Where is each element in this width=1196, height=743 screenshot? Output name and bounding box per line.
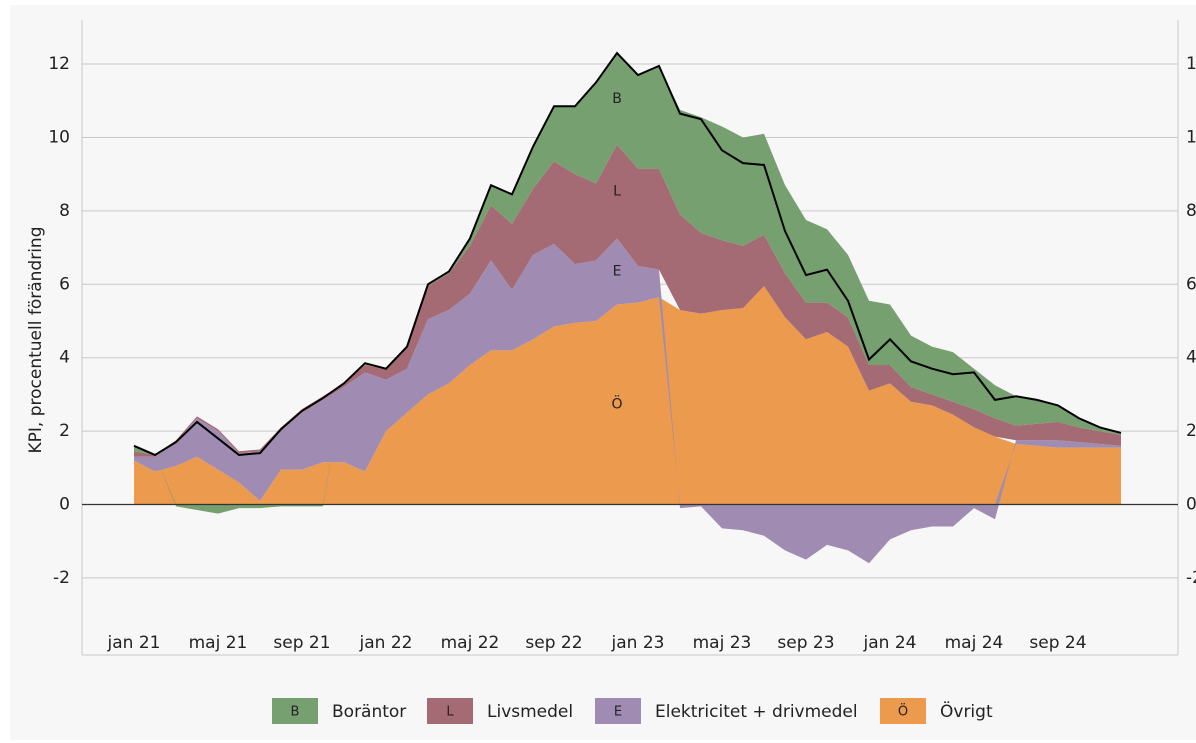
area (134, 238, 1121, 564)
y-tick-label: -2 (53, 568, 70, 588)
legend-key: L (446, 705, 454, 720)
y-tick-label-right: 4 (1186, 348, 1196, 368)
area-label: L (613, 184, 621, 200)
y-tick-label-right: 8 (1186, 201, 1196, 221)
x-tick-label: sep 24 (1029, 633, 1086, 653)
area-label: B (612, 91, 622, 107)
area-label: E (613, 263, 622, 279)
x-tick-label: maj 24 (945, 633, 1004, 653)
legend-label: Boräntor (332, 702, 406, 722)
y-tick-label: 6 (59, 274, 70, 294)
legend-key: B (291, 705, 300, 720)
y-tick-label: 4 (59, 348, 70, 368)
legend-label: Livsmedel (487, 702, 573, 722)
y-tick-label-right: 6 (1186, 274, 1196, 294)
x-tick-label: jan 23 (611, 633, 665, 653)
legend-key: E (614, 705, 622, 720)
x-tick-label: jan 24 (863, 633, 917, 653)
x-tick-label: jan 21 (107, 633, 161, 653)
legend-swatch (427, 698, 473, 724)
y-tick-label-right: 12 (1186, 54, 1196, 74)
y-tick-label: 8 (59, 201, 70, 221)
y-axis-label: KPI, procentuell förändring (26, 227, 46, 454)
y-tick-label-right: -2 (1186, 568, 1196, 588)
y-tick-label: 2 (59, 421, 70, 441)
legend-key: Ö (898, 703, 908, 720)
x-tick-label: sep 22 (525, 633, 582, 653)
x-tick-label: maj 22 (441, 633, 500, 653)
line (133, 51, 1122, 457)
x-tick-label: sep 23 (777, 633, 834, 653)
y-tick-label: 0 (59, 495, 70, 515)
legend-label: Övrigt (940, 700, 993, 722)
legend-swatch (272, 698, 318, 724)
y-tick-label: 10 (48, 127, 70, 147)
y-tick-label-right: 2 (1186, 421, 1196, 441)
area (134, 53, 1121, 514)
legend-swatch (880, 698, 926, 724)
legend-swatch (595, 698, 641, 724)
x-tick-label: jan 22 (359, 633, 413, 653)
area (134, 144, 1121, 457)
area-label: Ö (611, 394, 622, 412)
x-tick-label: maj 23 (693, 633, 752, 653)
legend-label: Elektricitet + drivmedel (655, 702, 858, 722)
y-tick-label-right: 0 (1186, 495, 1196, 515)
x-tick-label: sep 21 (273, 633, 330, 653)
x-tick-label: maj 21 (189, 633, 248, 653)
area (134, 286, 1121, 505)
y-tick-label: 12 (48, 54, 70, 74)
y-tick-label-right: 10 (1186, 127, 1196, 147)
